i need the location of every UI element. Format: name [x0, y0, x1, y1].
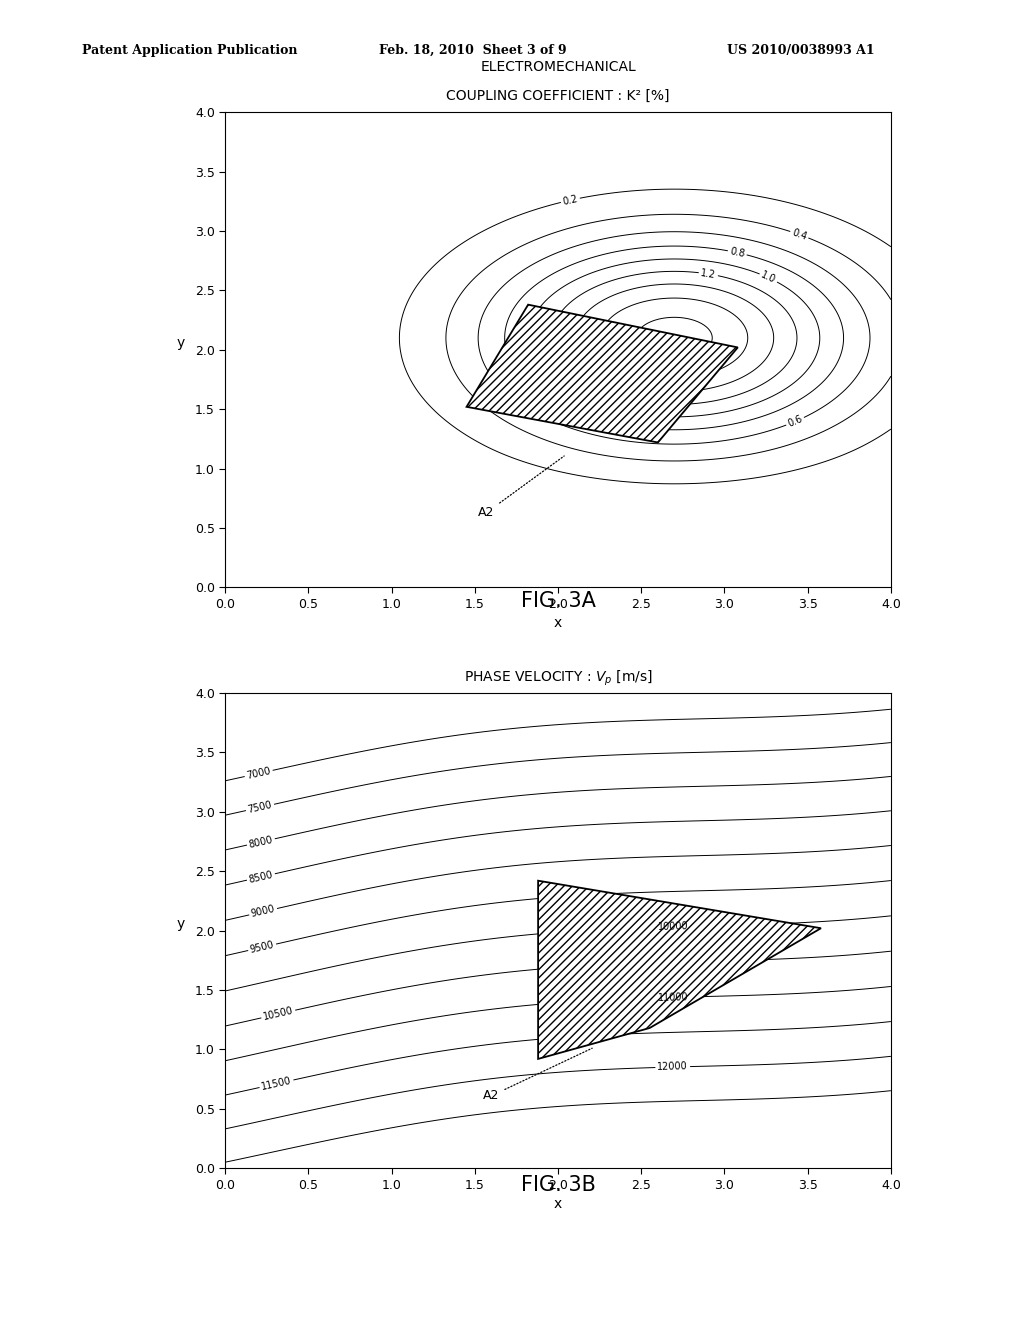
Text: 8500: 8500 — [248, 870, 274, 884]
Text: Feb. 18, 2010  Sheet 3 of 9: Feb. 18, 2010 Sheet 3 of 9 — [379, 44, 566, 57]
X-axis label: x: x — [554, 1197, 562, 1212]
Text: US 2010/0038993 A1: US 2010/0038993 A1 — [727, 44, 874, 57]
Text: FIG. 3B: FIG. 3B — [520, 1175, 596, 1195]
Text: 7500: 7500 — [247, 800, 273, 814]
Text: FIG. 3A: FIG. 3A — [520, 591, 596, 611]
Text: 0.6: 0.6 — [786, 414, 804, 429]
Polygon shape — [539, 880, 821, 1059]
Text: 0.4: 0.4 — [791, 227, 808, 242]
Polygon shape — [467, 305, 737, 442]
Text: 12000: 12000 — [657, 1061, 688, 1072]
Title: PHASE VELOCITY : $V_p$ [m/s]: PHASE VELOCITY : $V_p$ [m/s] — [464, 669, 652, 688]
X-axis label: x: x — [554, 616, 562, 631]
Text: A2: A2 — [478, 455, 564, 519]
Text: 9000: 9000 — [250, 904, 276, 919]
Text: 8000: 8000 — [248, 834, 274, 850]
Text: Patent Application Publication: Patent Application Publication — [82, 44, 297, 57]
Y-axis label: y: y — [177, 335, 185, 350]
Text: 0.2: 0.2 — [562, 194, 579, 207]
Text: ELECTROMECHANICAL: ELECTROMECHANICAL — [480, 61, 636, 74]
Text: 9500: 9500 — [249, 940, 275, 954]
Text: COUPLING COEFFICIENT : K² [%]: COUPLING COEFFICIENT : K² [%] — [446, 88, 670, 103]
Text: 11000: 11000 — [657, 991, 688, 1003]
Text: 10000: 10000 — [657, 921, 688, 932]
Text: 11500: 11500 — [260, 1076, 293, 1092]
Text: 1.2: 1.2 — [700, 268, 717, 280]
Text: 0.8: 0.8 — [729, 246, 745, 259]
Y-axis label: y: y — [177, 916, 185, 931]
Text: 7000: 7000 — [246, 766, 271, 781]
Text: 10500: 10500 — [262, 1006, 294, 1022]
Text: 1.0: 1.0 — [760, 271, 777, 285]
Text: A2: A2 — [483, 1048, 592, 1102]
